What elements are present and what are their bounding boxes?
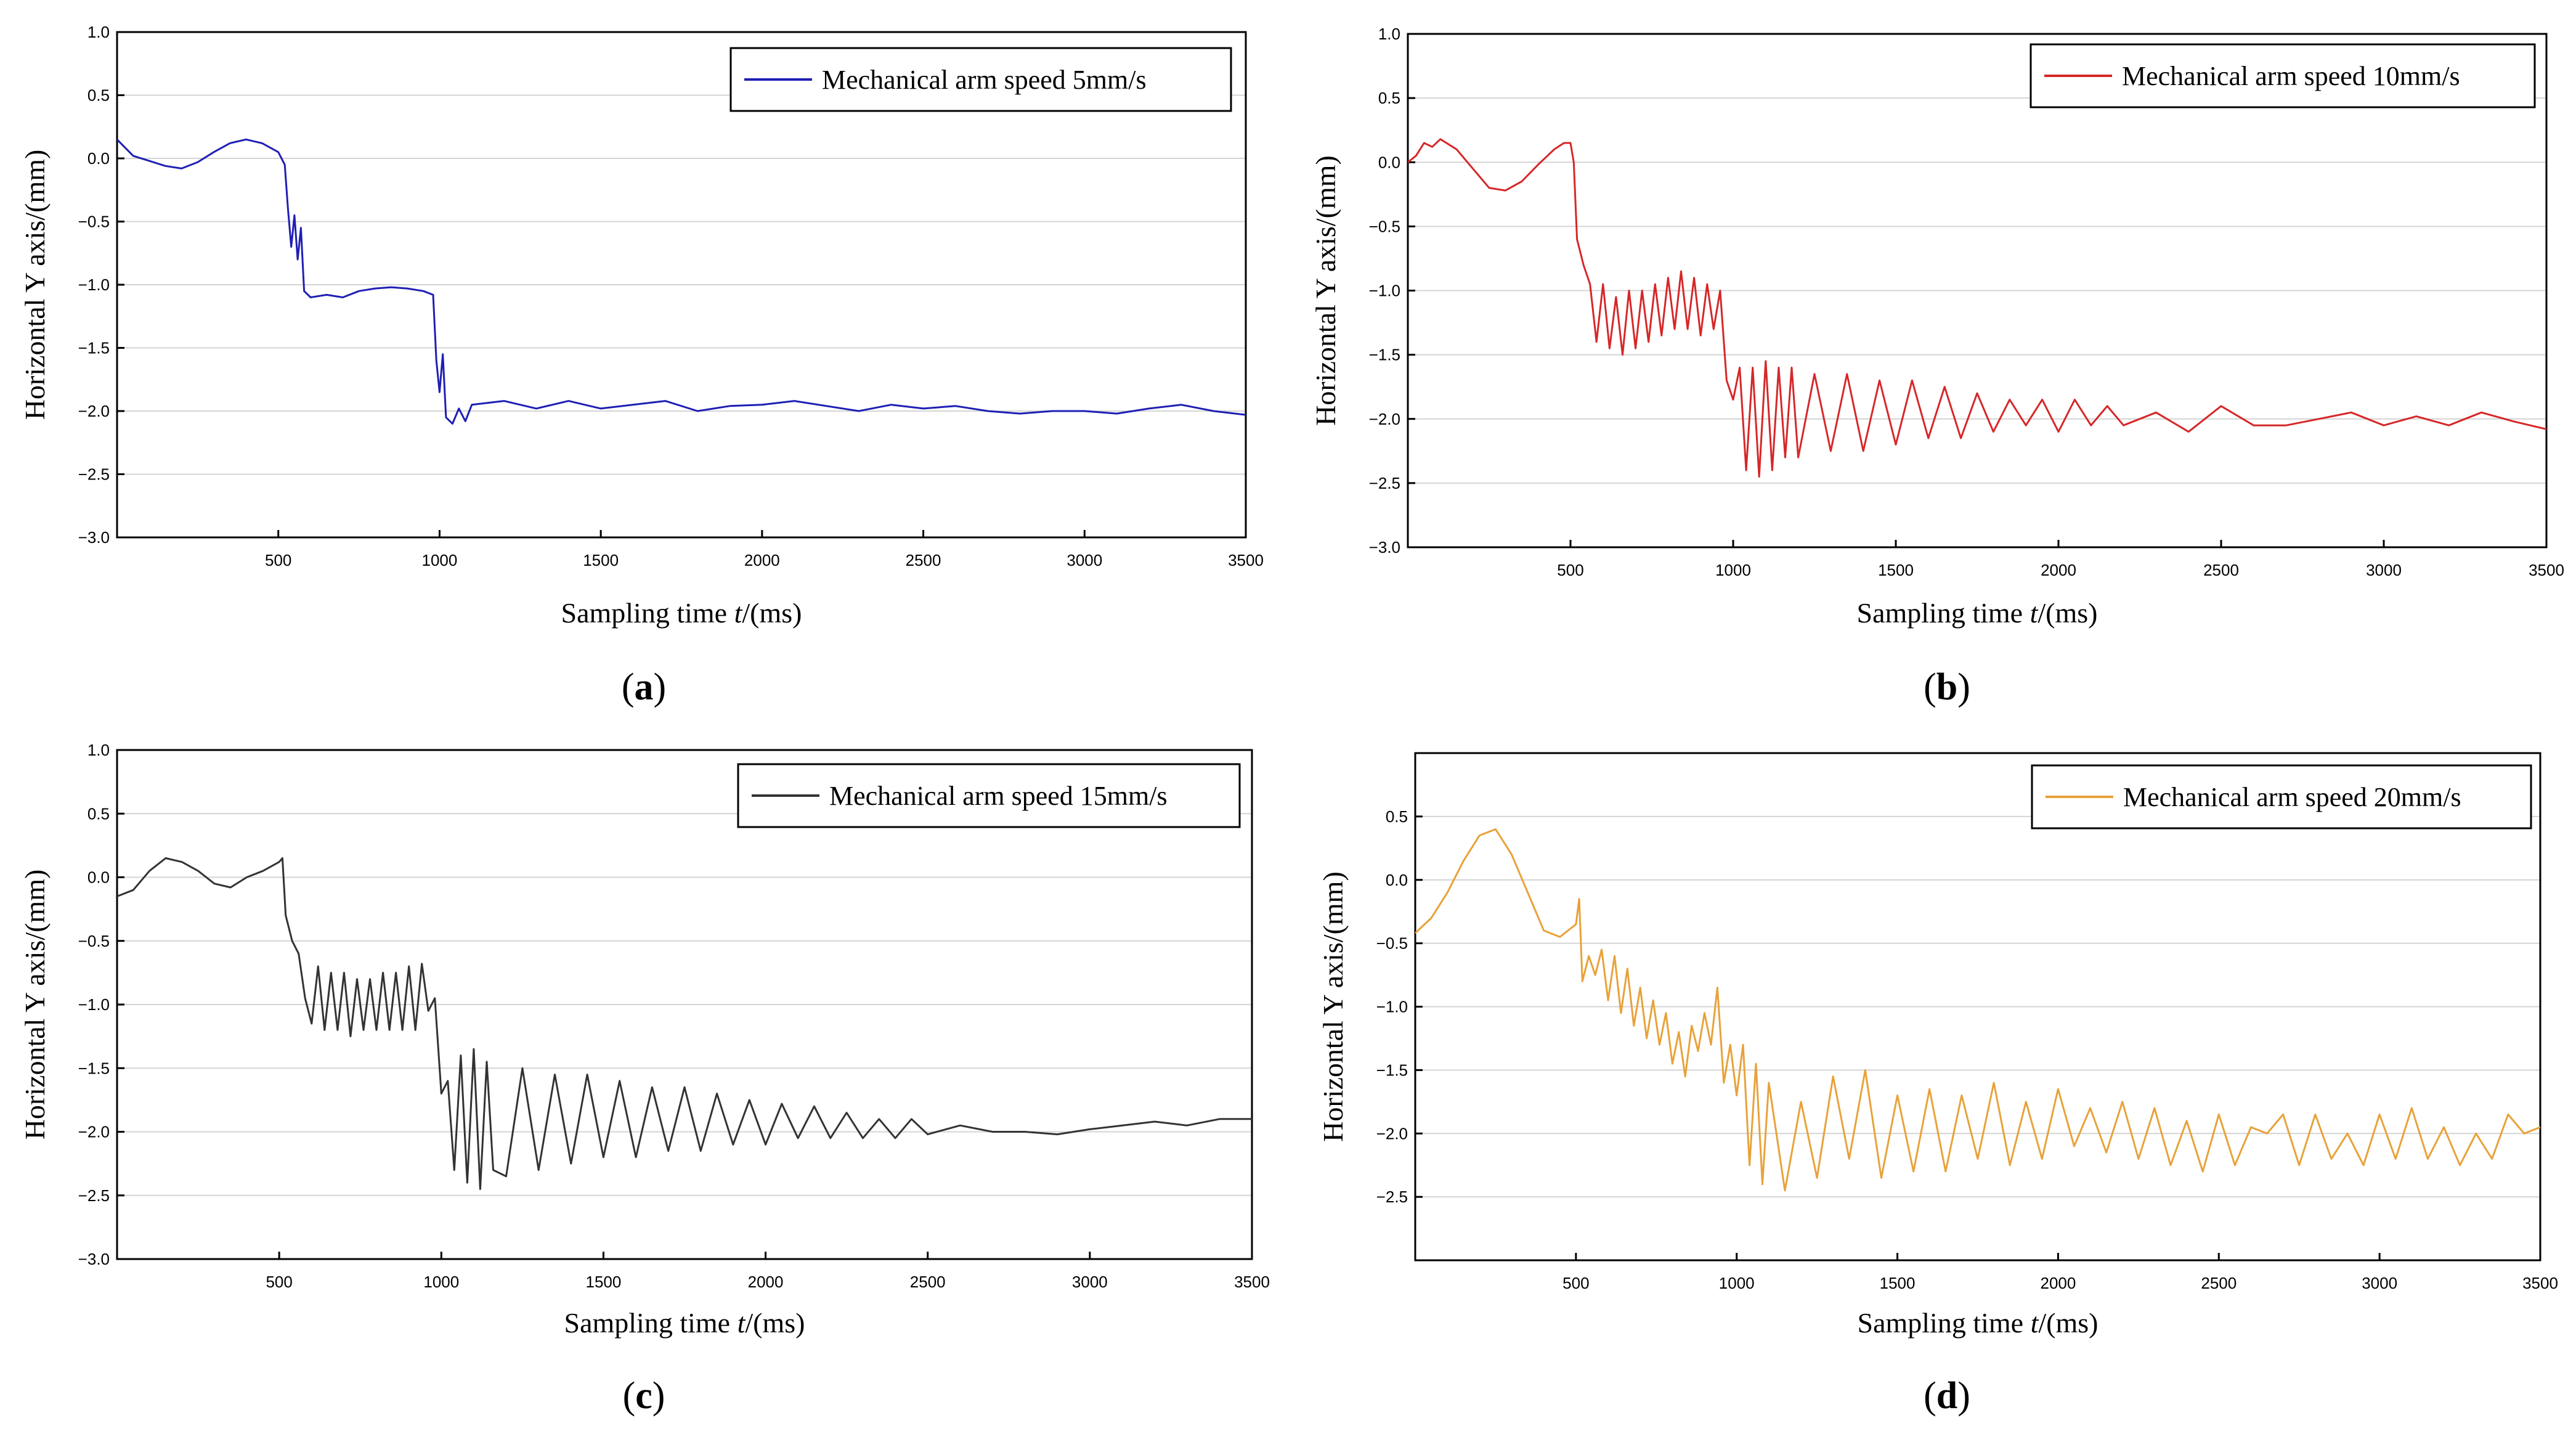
x-tick-label: 2500 (2201, 1274, 2237, 1292)
x-tick-label: 2500 (2203, 561, 2239, 579)
y-tick-label: −1.5 (1376, 1061, 1408, 1079)
y-tick-label: 0.0 (1386, 871, 1408, 889)
y-tick-label: 0.5 (1378, 89, 1400, 107)
x-tick-label: 1000 (423, 1273, 459, 1291)
y-tick-label: −0.5 (78, 213, 110, 231)
y-tick-label: 0.5 (1386, 807, 1408, 826)
chart-panel-c: 1.0 0.5 0.0 −0.5 −1.0 −1.5 −2.0 −2.5 −3.0 500 1000… (19, 741, 1270, 1417)
y-tick-label: −2.0 (1369, 410, 1400, 428)
panel-label: (d) (1924, 1375, 1970, 1417)
x-tick-label: 2500 (906, 551, 941, 569)
x-tick-label: 500 (266, 1273, 292, 1291)
y-tick-label: −2.5 (1376, 1188, 1408, 1206)
x-tick-label: 1000 (1715, 561, 1751, 579)
y-tick-label: −1.0 (1369, 282, 1400, 300)
x-tick-label: 1000 (422, 551, 458, 569)
y-tick-label: −1.5 (78, 339, 110, 357)
legend-box (737, 763, 1241, 828)
x-tick-label: 500 (1562, 1274, 1589, 1292)
x-tick-label: 2000 (2041, 1274, 2076, 1292)
legend-label: Mechanical arm speed 10mm/s (2122, 61, 2460, 91)
series-line-d-0 (1415, 828, 2540, 1192)
x-axis-label: Sampling time t/(ms) (561, 597, 802, 629)
y-tick-label: −1.5 (78, 1059, 110, 1077)
legend-label: Mechanical arm speed 20mm/s (2123, 782, 2461, 812)
chart-panel-a: 1.0 0.5 0.0 −0.5 −1.0 −1.5 −2.0 −2.5 −3.0 500 1000… (19, 23, 1264, 708)
x-tick-label: 3500 (1234, 1273, 1270, 1291)
x-tick-label: 3500 (2522, 1274, 2558, 1292)
legend-label: Mechanical arm speed 5mm/s (822, 65, 1147, 95)
y-tick-label: 0.5 (87, 804, 110, 823)
y-tick-label: 0.0 (1378, 153, 1400, 171)
y-tick-label: −1.0 (78, 995, 110, 1014)
x-axis-label: Sampling time t/(ms) (1858, 1307, 2099, 1339)
x-tick-label: 3000 (2366, 561, 2402, 579)
y-tick-label: 0.0 (87, 868, 110, 887)
legend: Mechanical arm speed 10mm/s (2030, 43, 2536, 108)
x-tick-label: 500 (1557, 561, 1583, 579)
y-tick-label: 1.0 (87, 741, 110, 759)
y-tick-label: −3.0 (78, 1250, 110, 1268)
x-axis-label: Sampling time t/(ms) (564, 1307, 805, 1339)
x-tick-label: 3500 (2529, 561, 2564, 579)
x-tick-label: 1500 (586, 1273, 622, 1291)
x-axis-label: Sampling time t/(ms) (1857, 597, 2098, 629)
panel-label: (b) (1924, 666, 1970, 708)
chart-panel-b: 1.0 0.5 0.0 −0.5 −1.0 −1.5 −2.0 −2.5 −3.0 500 1000… (1310, 25, 2564, 708)
x-tick-label: 3000 (2362, 1274, 2397, 1292)
y-axis-label: Horizontal Y axis/(mm) (1317, 871, 1349, 1142)
panel-label: (c) (623, 1375, 665, 1417)
x-tick-label: 2500 (910, 1273, 946, 1291)
chart-panel-d: 0.5 0.0 −0.5 −1.0 −1.5 −2.0 −2.5 500 1000 1500 200… (1317, 752, 2558, 1417)
y-tick-label: −2.5 (78, 465, 110, 484)
y-tick-label: −1.0 (1376, 998, 1408, 1016)
y-tick-label: −2.0 (78, 1123, 110, 1141)
y-tick-label: −2.5 (1369, 474, 1400, 492)
y-axis-label: Horizontal Y axis/(mm) (19, 150, 51, 420)
x-tick-label: 2000 (2041, 561, 2076, 579)
x-tick-label: 2000 (748, 1273, 784, 1291)
y-tick-label: −3.0 (78, 528, 110, 547)
y-tick-label: −0.5 (1369, 217, 1400, 235)
x-tick-label: 1000 (1719, 1274, 1755, 1292)
y-tick-label: 1.0 (1378, 25, 1400, 43)
x-tick-label: 1500 (583, 551, 619, 569)
x-tick-label: 1500 (1878, 561, 1914, 579)
legend-label: Mechanical arm speed 15mm/s (829, 781, 1168, 811)
legend-box (729, 47, 1232, 112)
y-tick-label: −1.5 (1369, 346, 1400, 364)
y-tick-label: 0.5 (87, 86, 110, 105)
legend-box (2031, 764, 2532, 830)
x-tick-label: 1500 (1880, 1274, 1916, 1292)
y-tick-label: 1.0 (87, 23, 110, 41)
y-tick-label: 0.0 (87, 149, 110, 168)
legend: Mechanical arm speed 15mm/s (737, 763, 1241, 828)
y-tick-label: −0.5 (78, 932, 110, 950)
y-tick-label: −2.0 (1376, 1124, 1408, 1143)
x-tick-label: 500 (265, 551, 291, 569)
y-tick-label: −2.0 (78, 402, 110, 420)
x-tick-label: 3000 (1067, 551, 1102, 569)
x-tick-label: 2000 (744, 551, 780, 569)
y-axis-label: Horizontal Y axis/(mm) (1310, 155, 1341, 426)
x-tick-label: 3500 (1228, 551, 1264, 569)
legend: Mechanical arm speed 5mm/s (729, 47, 1232, 112)
legend: Mechanical arm speed 20mm/s (2031, 764, 2532, 830)
series-line-c-0 (117, 857, 1252, 1190)
y-tick-label: −3.0 (1369, 538, 1400, 556)
legend-box (2030, 43, 2536, 108)
y-tick-label: −2.5 (78, 1186, 110, 1205)
y-axis-label: Horizontal Y axis/(mm) (19, 870, 51, 1140)
y-tick-label: −0.5 (1376, 934, 1408, 953)
panel-label: (a) (622, 666, 666, 708)
series-line-b-0 (1408, 138, 2546, 478)
series-line-a-0 (117, 138, 1246, 425)
x-tick-label: 3000 (1072, 1273, 1108, 1291)
y-tick-label: −1.0 (78, 275, 110, 294)
